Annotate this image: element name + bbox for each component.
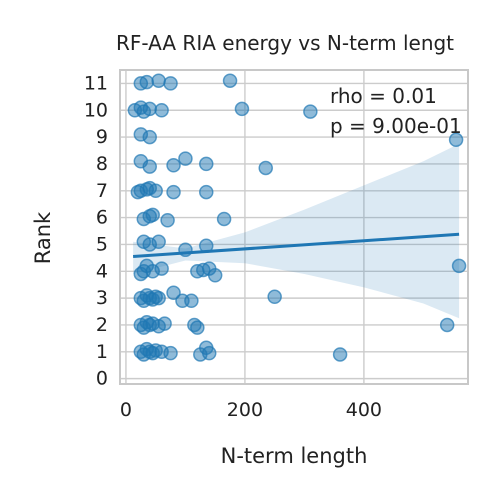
data-point (142, 129, 157, 145)
y-tick-label: 4 (96, 260, 108, 282)
y-axis-label: Rank (31, 211, 55, 264)
data-point (439, 317, 455, 333)
data-point (154, 261, 169, 276)
y-tick-label: 8 (96, 153, 108, 175)
y-tick-label: 10 (84, 99, 108, 121)
regression-line-layer (132, 232, 460, 259)
data-point (163, 76, 178, 91)
data-point (216, 211, 232, 227)
annotation-p: p = 9.00e-01 (330, 114, 462, 138)
data-point (222, 73, 238, 88)
data-point (234, 101, 250, 117)
x-tick-labels: 0 200 400 (120, 399, 382, 421)
data-point (148, 183, 163, 199)
data-point (184, 293, 199, 309)
data-point (142, 159, 157, 174)
data-point (145, 207, 160, 223)
data-point (451, 258, 467, 274)
data-point (190, 320, 205, 335)
x-tick-label: 400 (346, 399, 382, 421)
points-layer (127, 73, 467, 362)
data-point (178, 151, 193, 166)
y-tick-label: 5 (96, 233, 108, 255)
data-point (142, 101, 157, 117)
confidence-band (133, 143, 460, 319)
y-tick-label: 2 (96, 314, 108, 336)
data-point (163, 345, 178, 361)
data-point (199, 156, 214, 172)
data-point (151, 234, 166, 250)
data-point (166, 184, 181, 200)
y-tick-label: 0 (96, 368, 108, 390)
y-tick-label: 11 (84, 72, 108, 94)
data-point (151, 73, 166, 88)
x-axis-label: N-term length (221, 444, 368, 468)
x-tick-label: 200 (227, 399, 263, 421)
data-point (151, 290, 166, 306)
data-point (157, 316, 172, 331)
data-point (207, 268, 223, 283)
y-tick-label: 6 (96, 207, 108, 229)
chart-title: RF-AA RIA energy vs N-term lengt (116, 31, 454, 55)
y-tick-label: 9 (96, 126, 108, 148)
data-point (199, 184, 214, 200)
data-point (160, 213, 175, 228)
plot-frame (119, 69, 469, 385)
annotation-rho: rho = 0.01 (330, 84, 437, 108)
data-point (201, 345, 217, 361)
y-tick-label: 3 (96, 287, 108, 309)
data-point (154, 103, 169, 118)
data-point (166, 285, 181, 301)
y-tick-label: 1 (96, 341, 108, 363)
y-tick-labels: 0 1 2 3 4 5 6 7 8 9 10 11 (84, 72, 108, 389)
confidence-band-layer (133, 143, 460, 319)
data-point (166, 158, 181, 173)
data-point (303, 104, 318, 119)
data-point (139, 74, 155, 90)
data-point (267, 289, 282, 305)
x-tick-label: 0 (120, 399, 132, 421)
regression-line (132, 232, 460, 259)
y-tick-label: 7 (96, 180, 108, 202)
data-point (448, 132, 464, 148)
data-point (332, 347, 348, 362)
data-point (258, 160, 273, 176)
